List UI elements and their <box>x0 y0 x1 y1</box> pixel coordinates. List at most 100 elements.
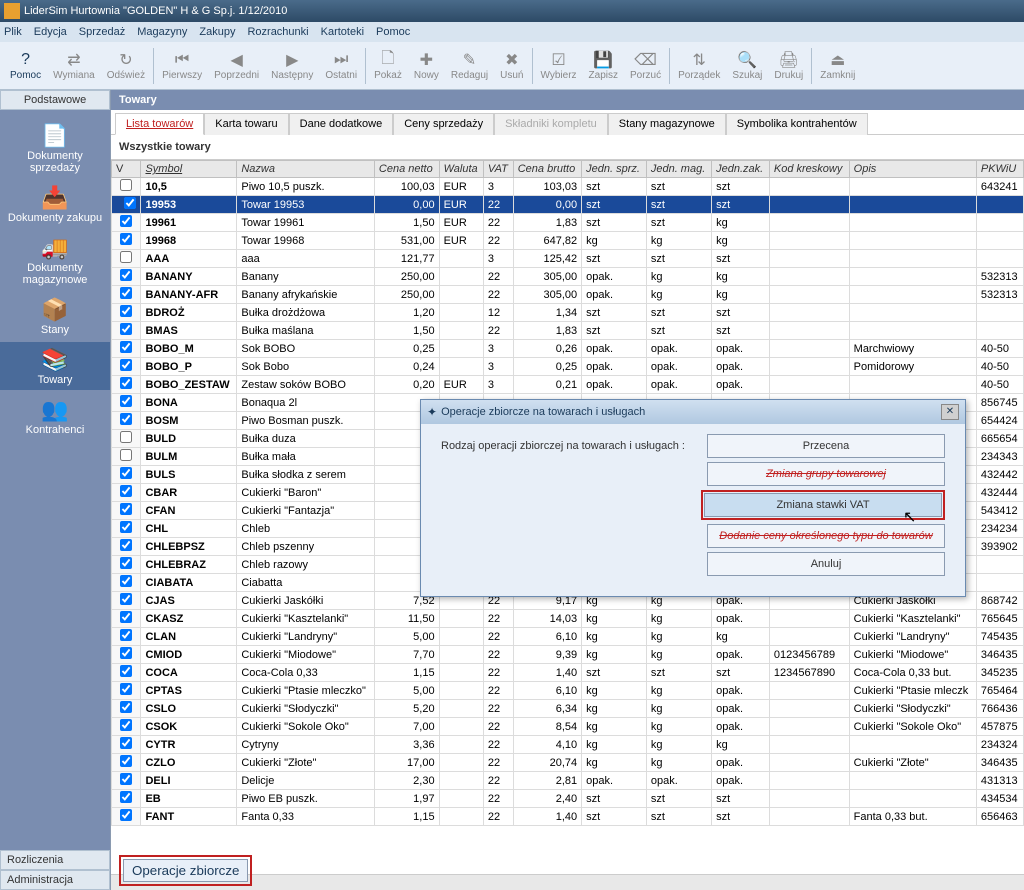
table-row[interactable]: 19968Towar 19968531,00EUR22647,82kgkgkg <box>112 232 1024 250</box>
dialog-button-zmiana-stawki-vat[interactable]: Zmiana stawki VAT <box>704 493 942 517</box>
row-checkbox-cell[interactable] <box>112 664 141 682</box>
row-checkbox[interactable] <box>120 449 132 461</box>
row-checkbox-cell[interactable] <box>112 304 141 322</box>
row-checkbox-cell[interactable] <box>112 592 141 610</box>
row-checkbox-cell[interactable] <box>112 574 141 592</box>
row-checkbox-cell[interactable] <box>112 646 141 664</box>
table-row[interactable]: CPTASCukierki "Ptasie mleczko"5,00226,10… <box>112 682 1024 700</box>
row-checkbox[interactable] <box>120 395 132 407</box>
table-row[interactable]: DELIDelicje2,30222,81opak.opak.opak.4313… <box>112 772 1024 790</box>
row-checkbox-cell[interactable] <box>112 340 141 358</box>
table-row[interactable]: CZLOCukierki "Złote"17,002220,74kgkgopak… <box>112 754 1024 772</box>
column-header[interactable]: PKWiU <box>976 161 1023 178</box>
toolbar-pomoc-button[interactable]: ?Pomoc <box>4 44 47 88</box>
sidebar-item-dokumenty-zakupu[interactable]: 📥Dokumenty zakupu <box>0 180 110 228</box>
tab-symbolika-kontrahentów[interactable]: Symbolika kontrahentów <box>726 113 868 135</box>
toolbar-redaguj-button[interactable]: ✎Redaguj <box>445 44 494 88</box>
table-row[interactable]: EBPiwo EB puszk.1,97222,40sztsztszt43453… <box>112 790 1024 808</box>
dialog-button-dodanie-ceny-określonego-typu-do-towarów[interactable]: Dodanie ceny określonego typu do towarów <box>707 524 945 548</box>
row-checkbox-cell[interactable] <box>112 808 141 826</box>
row-checkbox[interactable] <box>120 683 132 695</box>
row-checkbox-cell[interactable] <box>112 376 141 394</box>
row-checkbox-cell[interactable] <box>112 448 141 466</box>
toolbar-zamknij-button[interactable]: ⏏Zamknij <box>814 44 861 88</box>
row-checkbox[interactable] <box>120 413 132 425</box>
dialog-button-przecena[interactable]: Przecena <box>707 434 945 458</box>
column-header[interactable]: Waluta <box>439 161 483 178</box>
row-checkbox-cell[interactable] <box>112 358 141 376</box>
tab-dane-dodatkowe[interactable]: Dane dodatkowe <box>289 113 394 135</box>
menu-edycja[interactable]: Edycja <box>34 26 67 38</box>
row-checkbox-cell[interactable] <box>112 322 141 340</box>
row-checkbox-cell[interactable] <box>112 610 141 628</box>
table-row[interactable]: CLANCukierki "Landryny"5,00226,10kgkgkgC… <box>112 628 1024 646</box>
row-checkbox[interactable] <box>120 791 132 803</box>
row-checkbox[interactable] <box>120 737 132 749</box>
sidebar-item-stany[interactable]: 📦Stany <box>0 292 110 340</box>
menu-magazyny[interactable]: Magazyny <box>137 26 187 38</box>
menu-kartoteki[interactable]: Kartoteki <box>321 26 364 38</box>
toolbar-usuń-button[interactable]: ✖Usuń <box>494 44 529 88</box>
row-checkbox[interactable] <box>120 305 132 317</box>
toolbar-zapisz-button[interactable]: 💾Zapisz <box>583 44 624 88</box>
row-checkbox-cell[interactable] <box>112 718 141 736</box>
menu-zakupy[interactable]: Zakupy <box>199 26 235 38</box>
row-checkbox[interactable] <box>120 701 132 713</box>
table-row[interactable]: BANANYBanany250,0022305,00opak.kgkg53231… <box>112 268 1024 286</box>
row-checkbox-cell[interactable] <box>112 232 141 250</box>
sidebar-item-towary[interactable]: 📚Towary <box>0 342 110 390</box>
row-checkbox[interactable] <box>120 251 132 263</box>
row-checkbox-cell[interactable] <box>112 538 141 556</box>
row-checkbox-cell[interactable]: ▶ <box>112 196 141 214</box>
row-checkbox[interactable] <box>120 755 132 767</box>
row-checkbox-cell[interactable] <box>112 682 141 700</box>
toolbar-ostatni-button[interactable]: ⏭Ostatni <box>319 44 363 88</box>
table-row[interactable]: COCACoca-Cola 0,331,15221,40sztsztszt123… <box>112 664 1024 682</box>
column-header[interactable]: V <box>112 161 141 178</box>
table-row[interactable]: BMASBułka maślana1,50221,83sztsztszt <box>112 322 1024 340</box>
row-checkbox-cell[interactable] <box>112 394 141 412</box>
row-checkbox-cell[interactable] <box>112 736 141 754</box>
sidebar-footer-rozliczenia[interactable]: Rozliczenia <box>0 850 110 870</box>
row-checkbox-cell[interactable] <box>112 556 141 574</box>
dialog-close-button[interactable]: ✕ <box>941 404 959 420</box>
row-checkbox-cell[interactable] <box>112 502 141 520</box>
table-row[interactable]: BANANY-AFRBanany afrykańskie250,0022305,… <box>112 286 1024 304</box>
row-checkbox-cell[interactable] <box>112 790 141 808</box>
column-header[interactable]: Jedn. mag. <box>646 161 711 178</box>
table-row[interactable]: BOBO_MSok BOBO0,2530,26opak.opak.opak.Ma… <box>112 340 1024 358</box>
row-checkbox-cell[interactable] <box>112 484 141 502</box>
table-row[interactable]: CSLOCukierki "Słodyczki"5,20226,34kgkgop… <box>112 700 1024 718</box>
row-checkbox-cell[interactable] <box>112 700 141 718</box>
row-checkbox-cell[interactable] <box>112 250 141 268</box>
toolbar-poprzedni-button[interactable]: ◀Poprzedni <box>208 44 265 88</box>
sidebar-item-dokumenty-magazynowe[interactable]: 🚚Dokumenty magazynowe <box>0 230 110 290</box>
sidebar-footer-administracja[interactable]: Administracja <box>0 870 110 890</box>
row-checkbox[interactable] <box>120 377 132 389</box>
table-row[interactable]: CMIODCukierki "Miodowe"7,70229,39kgkgopa… <box>112 646 1024 664</box>
column-header[interactable]: Jedn.zak. <box>712 161 770 178</box>
row-checkbox-cell[interactable] <box>112 214 141 232</box>
column-header[interactable]: VAT <box>483 161 513 178</box>
table-row[interactable]: BDROŻBułka drożdżowa1,20121,34sztsztszt <box>112 304 1024 322</box>
toolbar-porzuć-button[interactable]: ⌫Porzuć <box>624 44 667 88</box>
table-row[interactable]: CSOKCukierki "Sokole Oko"7,00228,54kgkgo… <box>112 718 1024 736</box>
dialog-button-anuluj[interactable]: Anuluj <box>707 552 945 576</box>
row-checkbox-cell[interactable] <box>112 178 141 196</box>
column-header[interactable]: Kod kreskowy <box>769 161 849 178</box>
row-checkbox-cell[interactable] <box>112 466 141 484</box>
column-header[interactable]: Jedn. sprz. <box>582 161 647 178</box>
row-checkbox-cell[interactable] <box>112 772 141 790</box>
row-checkbox[interactable] <box>120 503 132 515</box>
column-header[interactable]: Opis <box>849 161 976 178</box>
row-checkbox-cell[interactable] <box>112 628 141 646</box>
row-checkbox[interactable] <box>120 719 132 731</box>
menu-rozrachunki[interactable]: Rozrachunki <box>247 26 308 38</box>
toolbar-porządek-button[interactable]: ⇅Porządek <box>672 44 726 88</box>
tab-karta-towaru[interactable]: Karta towaru <box>204 113 288 135</box>
table-row[interactable]: CKASZCukierki "Kasztelanki"11,502214,03k… <box>112 610 1024 628</box>
column-header[interactable]: Cena brutto <box>513 161 581 178</box>
row-checkbox[interactable] <box>120 629 132 641</box>
column-header[interactable]: Cena netto <box>374 161 439 178</box>
row-checkbox-cell[interactable] <box>112 754 141 772</box>
